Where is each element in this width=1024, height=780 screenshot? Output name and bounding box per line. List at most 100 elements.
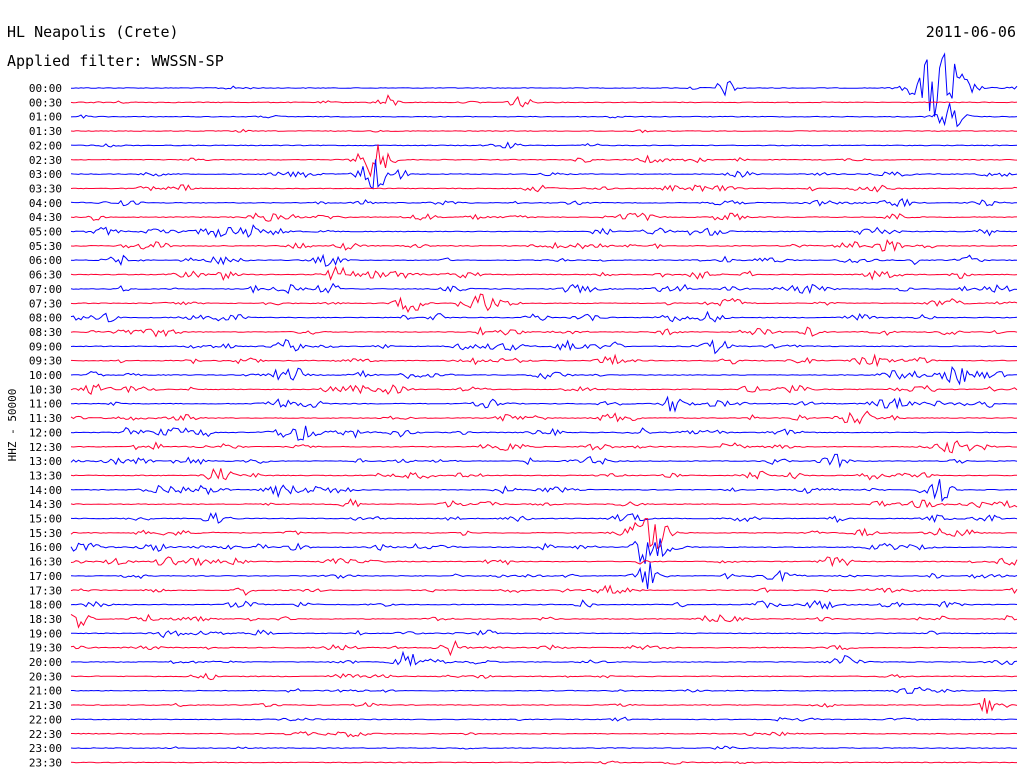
time-tick-label: 20:30 — [29, 670, 62, 683]
trace-line — [70, 253, 1018, 267]
time-tick-label: 06:00 — [29, 254, 62, 267]
trace-line — [70, 716, 1018, 722]
time-tick-label: 10:00 — [29, 369, 62, 382]
time-tick-label: 00:30 — [29, 96, 62, 109]
trace-line — [70, 672, 1017, 681]
trace-line — [70, 326, 1018, 338]
filter-label: Applied filter: WWSSN-SP — [7, 52, 224, 70]
trace-line — [70, 479, 1018, 503]
time-tick-label: 07:00 — [29, 283, 62, 296]
trace-line — [70, 184, 1018, 193]
trace-line — [70, 518, 1018, 550]
time-tick-label: 18:30 — [29, 613, 62, 626]
trace-line — [70, 353, 1018, 368]
trace-line — [70, 538, 1018, 564]
time-tick-label: 17:30 — [29, 584, 62, 597]
trace-line — [70, 128, 1018, 134]
trace-line — [70, 613, 1018, 629]
time-tick-label: 02:00 — [29, 139, 62, 152]
time-tick-label: 12:30 — [29, 441, 62, 454]
trace-line — [70, 94, 1018, 108]
trace-line — [70, 556, 1018, 568]
date-label: 2011-06-06 — [926, 23, 1016, 41]
time-tick-label: 05:00 — [29, 226, 62, 239]
trace-line — [70, 650, 1018, 667]
trace-line — [70, 511, 1018, 524]
trace-line — [70, 224, 1018, 239]
trace-line — [70, 562, 1018, 589]
trace-line — [70, 410, 1018, 425]
time-tick-label: 15:30 — [29, 527, 62, 540]
time-tick-label: 03:30 — [29, 182, 62, 195]
time-tick-label: 08:00 — [29, 312, 62, 325]
trace-line — [70, 440, 1017, 454]
time-tick-label: 01:30 — [29, 125, 62, 138]
trace-line — [71, 52, 1018, 117]
trace-line — [70, 212, 1017, 222]
trace-line — [70, 425, 1018, 441]
time-tick-label: 21:00 — [29, 685, 62, 698]
trace-line — [70, 639, 1018, 657]
trace-line — [71, 686, 1018, 695]
trace-line — [70, 468, 1017, 481]
time-tick-label: 11:30 — [29, 412, 62, 425]
trace-line — [70, 697, 1018, 714]
trace-line — [70, 599, 1018, 610]
time-tick-label: 21:30 — [29, 699, 62, 712]
trace-line — [70, 141, 1018, 149]
time-tick-label: 05:30 — [29, 240, 62, 253]
trace-line — [70, 159, 1018, 190]
time-tick-label: 22:00 — [29, 713, 62, 726]
time-tick-label: 10:30 — [29, 383, 62, 396]
time-tick-label: 22:30 — [29, 728, 62, 741]
trace-line — [70, 453, 1018, 469]
time-tick-label: 23:30 — [29, 756, 62, 769]
time-tick-label: 04:00 — [29, 197, 62, 210]
time-tick-label: 04:30 — [29, 211, 62, 224]
channel-axis-label: HHZ - 50000 — [6, 389, 19, 462]
trace-line — [70, 395, 1018, 413]
time-tick-label: 14:30 — [29, 498, 62, 511]
time-tick-label: 13:00 — [29, 455, 62, 468]
time-tick-label: 12:00 — [29, 426, 62, 439]
time-tick-label: 08:30 — [29, 326, 62, 339]
seismic-traces — [70, 52, 1018, 765]
time-tick-label: 18:00 — [29, 599, 62, 612]
time-tick-label: 15:00 — [29, 513, 62, 526]
trace-line — [70, 282, 1018, 295]
trace-line — [70, 760, 1017, 765]
trace-line — [70, 293, 1018, 313]
trace-line — [70, 498, 1018, 509]
trace-line — [70, 265, 1018, 282]
time-tick-label: 13:30 — [29, 469, 62, 482]
time-tick-label: 16:30 — [29, 556, 62, 569]
trace-line — [70, 103, 1018, 128]
time-tick-label: 02:30 — [29, 154, 62, 167]
trace-line — [70, 144, 1018, 178]
time-tick-label: 20:00 — [29, 656, 62, 669]
trace-line — [70, 239, 1017, 252]
time-tick-label: 03:00 — [29, 168, 62, 181]
trace-line — [70, 197, 1017, 208]
time-tick-label: 01:00 — [29, 111, 62, 124]
time-tick-label: 14:00 — [29, 484, 62, 497]
time-tick-label: 19:00 — [29, 627, 62, 640]
time-tick-label: 07:30 — [29, 297, 62, 310]
trace-line — [70, 629, 1018, 639]
station-title: HL Neapolis (Crete) — [7, 23, 179, 41]
trace-line — [70, 339, 1018, 355]
time-tick-label: 09:00 — [29, 340, 62, 353]
trace-line — [70, 745, 1018, 750]
trace-line — [70, 383, 1018, 396]
trace-line — [70, 584, 1018, 596]
trace-line — [70, 365, 1017, 386]
time-tick-label: 00:00 — [29, 82, 62, 95]
trace-line — [71, 731, 1018, 738]
time-tick-label: 06:30 — [29, 269, 62, 282]
time-tick-label: 11:00 — [29, 398, 62, 411]
time-tick-label: 23:00 — [29, 742, 62, 755]
time-tick-label: 17:00 — [29, 570, 62, 583]
trace-line — [70, 310, 1018, 323]
